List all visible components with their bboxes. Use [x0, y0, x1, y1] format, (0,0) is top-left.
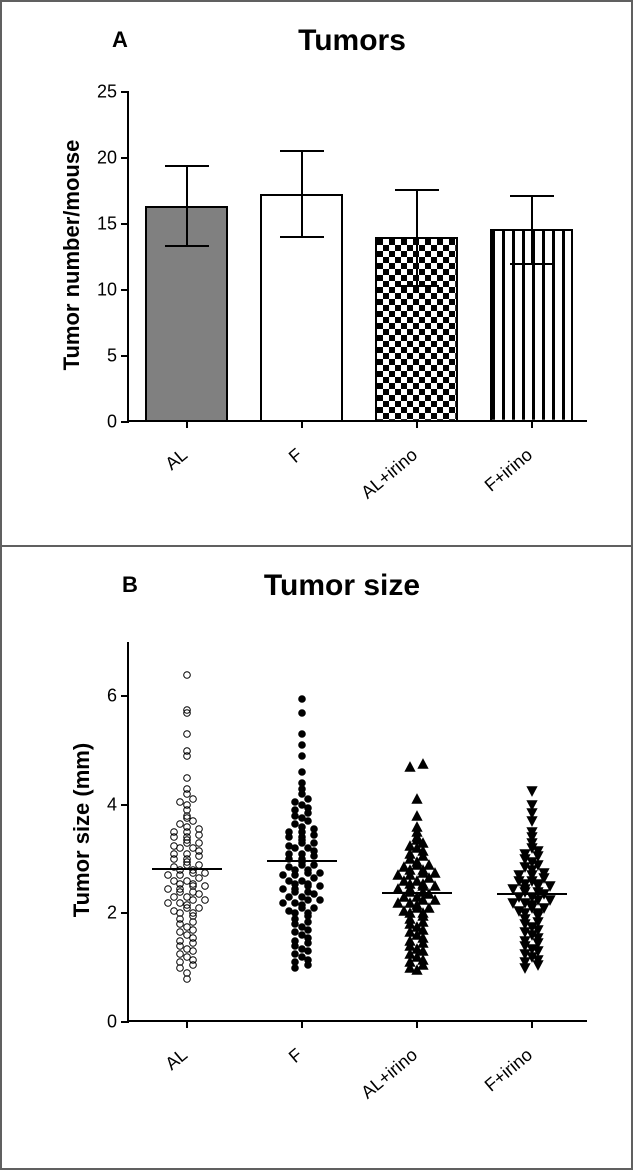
error-cap [280, 150, 324, 152]
marker [296, 750, 308, 762]
error-cap [395, 285, 439, 287]
panel-b-plot: 0246 [127, 642, 587, 1022]
error-cap [510, 263, 554, 265]
error-cap [280, 236, 324, 238]
marker [181, 783, 193, 795]
panel-b-letter: B [122, 572, 138, 598]
marker [181, 772, 193, 784]
marker [417, 758, 429, 770]
panel-a-title: Tumors [202, 24, 502, 58]
marker [181, 728, 193, 740]
marker [181, 669, 193, 681]
y-tick-label: 15 [97, 214, 129, 235]
error-cap [165, 165, 209, 167]
marker [296, 777, 308, 789]
x-category-label: AL+irino [331, 444, 421, 524]
panel-a: A Tumors Tumor number/mouse 0510152025 A… [2, 2, 631, 547]
marker [296, 707, 308, 719]
panel-a-ylabel: Tumor number/mouse [59, 125, 85, 385]
x-tick [531, 1020, 533, 1028]
y-tick-label: 0 [107, 412, 129, 433]
figure: A Tumors Tumor number/mouse 0510152025 A… [0, 0, 633, 1170]
marker [526, 799, 538, 811]
marker [526, 785, 538, 797]
error-bar [416, 190, 418, 286]
y-tick-label: 10 [97, 280, 129, 301]
y-tick-label: 20 [97, 148, 129, 169]
x-category-label: F [216, 1044, 306, 1124]
x-category-label: AL [101, 444, 191, 524]
y-tick-label: 4 [107, 794, 129, 815]
panel-b-title: Tumor size [182, 569, 502, 603]
x-category-label: AL+irino [331, 1044, 421, 1124]
x-category-label: F+irino [446, 444, 536, 524]
y-tick-label: 5 [107, 346, 129, 367]
x-tick [186, 1020, 188, 1028]
x-tick [416, 1020, 418, 1028]
marker [411, 821, 423, 833]
y-tick-label: 25 [97, 82, 129, 103]
error-cap [510, 195, 554, 197]
marker [296, 728, 308, 740]
x-category-label: F [216, 444, 306, 524]
x-tick [301, 1020, 303, 1028]
marker [181, 745, 193, 757]
marker [411, 793, 423, 805]
error-bar [301, 151, 303, 237]
x-category-label: F+irino [446, 1044, 536, 1124]
marker [296, 693, 308, 705]
marker [296, 739, 308, 751]
marker [526, 826, 538, 838]
marker [296, 766, 308, 778]
error-bar [531, 196, 533, 263]
panel-a-plot: 0510152025 [127, 92, 587, 422]
y-tick-label: 0 [107, 1012, 129, 1033]
panel-b: B Tumor size Tumor size (mm) 0246 ALFAL+… [2, 547, 631, 1172]
error-cap [395, 189, 439, 191]
error-bar [186, 166, 188, 247]
marker [181, 704, 193, 716]
y-tick-label: 2 [107, 903, 129, 924]
panel-b-ylabel: Tumor size (mm) [69, 720, 95, 940]
error-cap [165, 245, 209, 247]
marker [411, 810, 423, 822]
x-category-label: AL [101, 1044, 191, 1124]
panel-a-letter: A [112, 27, 128, 53]
marker [404, 761, 416, 773]
y-tick-label: 6 [107, 686, 129, 707]
